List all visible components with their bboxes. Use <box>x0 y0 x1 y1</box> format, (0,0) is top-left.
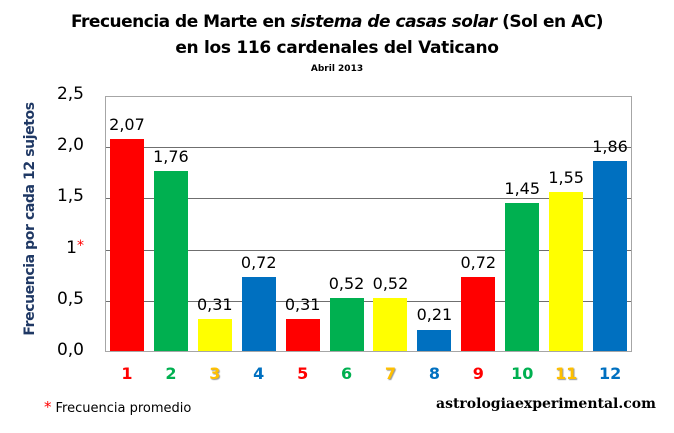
gridline <box>106 198 631 200</box>
value-label: 1,45 <box>504 178 541 198</box>
bar-house-12 <box>593 160 628 351</box>
value-label: 0,31 <box>196 295 233 315</box>
gridline <box>106 147 631 149</box>
title-suffix: (Sol en AC) <box>496 12 603 32</box>
value-label: 0,31 <box>284 295 321 315</box>
x-tick-label: 6 <box>341 364 353 383</box>
gridline <box>106 300 631 302</box>
site-credit: astrologiaexperimental.com <box>436 396 656 412</box>
asterisk-icon: * <box>77 237 84 254</box>
asterisk-icon: * <box>44 398 52 416</box>
value-label: 0,72 <box>240 253 277 273</box>
value-label: 0,21 <box>416 305 453 325</box>
chart-title-line1: Frecuencia de Marte en sistema de casas … <box>0 12 674 32</box>
title-prefix: Frecuencia de Marte en <box>71 12 291 32</box>
bar-house-2 <box>153 170 188 351</box>
value-label: 0,52 <box>328 273 365 293</box>
y-tick-label: 2,0 <box>56 135 84 156</box>
value-label: 0,72 <box>460 253 497 273</box>
value-label: 1,86 <box>592 136 628 156</box>
bar-house-3 <box>197 319 232 351</box>
footnote-text: Frecuencia promedio <box>55 401 192 416</box>
bar-house-10 <box>505 202 540 351</box>
chart-subtitle: Abril 2013 <box>310 64 364 74</box>
title-italic: sistema de casas solar <box>290 12 498 32</box>
value-label: 2,07 <box>109 115 145 135</box>
x-tick-label: 7 <box>384 364 397 383</box>
x-tick-label: 11 <box>555 364 578 383</box>
value-label: 1,76 <box>153 146 189 166</box>
x-tick-label: 10 <box>511 364 534 383</box>
x-tick-label: 5 <box>297 364 309 383</box>
bar-house-5 <box>285 319 320 351</box>
x-tick-label: 8 <box>428 364 440 383</box>
x-tick-label: 12 <box>598 364 622 383</box>
footnote: * Frecuencia promedio <box>44 398 191 416</box>
bar-house-9 <box>461 277 496 351</box>
plot-area: 2,07 1,76 0,31 0,72 0,31 0,52 0,52 0,21 0,72 1,45… <box>105 96 632 352</box>
gridline <box>106 249 631 251</box>
bar-house-6 <box>329 297 364 351</box>
bar-house-4 <box>241 277 276 351</box>
y-tick-label: 1,5 <box>56 186 84 207</box>
x-tick-label: 9 <box>472 364 484 383</box>
y-tick-label: 0,5 <box>56 288 84 309</box>
y-tick-label: 0,0 <box>56 340 84 360</box>
bar-house-11 <box>549 192 584 351</box>
chart-title-line2: en los 116 cardenales del Vaticano <box>175 38 499 58</box>
x-tick-label: 2 <box>165 364 177 383</box>
bar-house-8 <box>417 329 452 351</box>
y-tick-label: 1* <box>66 237 84 258</box>
value-label: 0,52 <box>372 273 409 293</box>
value-label: 1,55 <box>548 168 584 188</box>
y-tick-label: 2,5 <box>56 84 84 104</box>
x-tick-label: 3 <box>209 364 221 383</box>
x-tick-label: 4 <box>253 364 265 383</box>
bar-house-7 <box>373 297 408 351</box>
bar-house-1 <box>109 139 144 351</box>
x-tick-label: 1 <box>121 364 133 383</box>
